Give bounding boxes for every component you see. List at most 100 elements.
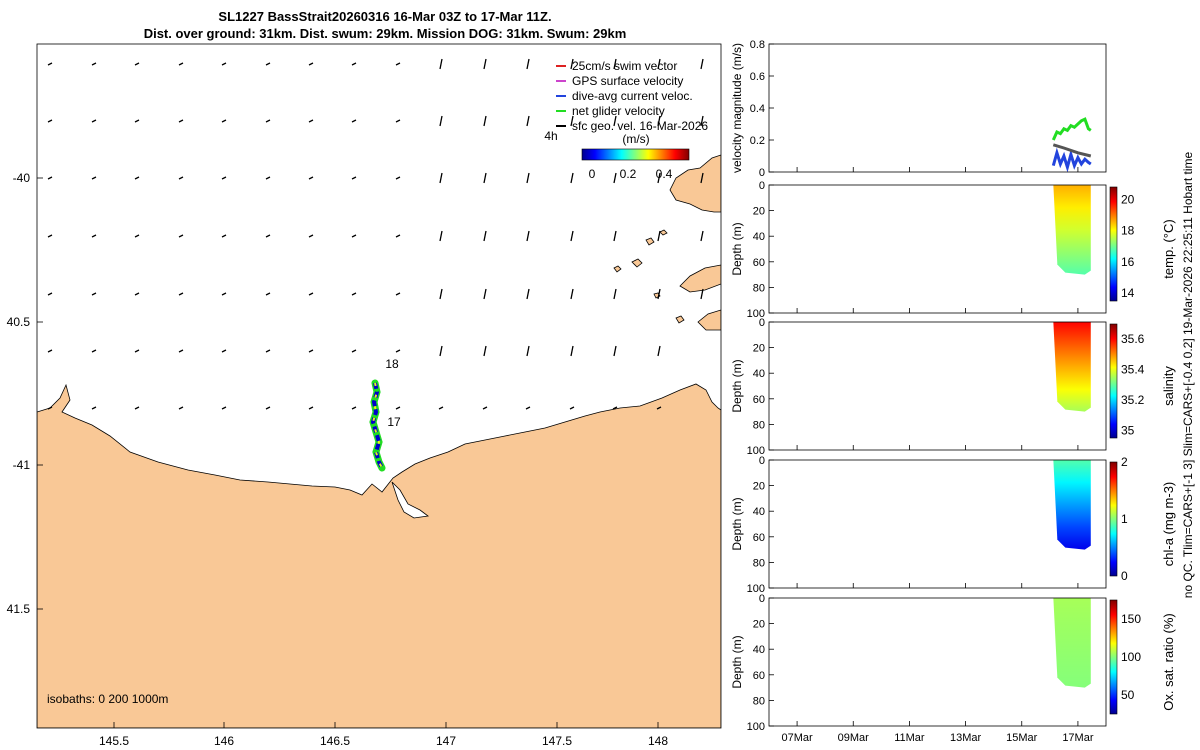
current-vector <box>613 115 617 127</box>
panel-frame <box>768 459 1107 589</box>
current-vector <box>657 172 661 184</box>
time-x-tick-label: 11Mar <box>894 732 925 744</box>
current-vector <box>439 58 443 70</box>
current-vector <box>570 230 574 242</box>
time-x-tick-label: 07Mar <box>781 732 813 744</box>
current-vector <box>439 230 443 242</box>
time-x-tick-label: 09Mar <box>838 732 870 744</box>
colorbar-unit-label: (m/s) <box>622 132 649 146</box>
colorbar-tick-label: 35.6 <box>1121 332 1145 346</box>
legend-label: net glider velocity <box>572 104 665 118</box>
current-vector <box>700 288 704 300</box>
colorbar-tick-label: 0 <box>589 167 596 181</box>
surface-current-vectors <box>47 58 704 410</box>
current-vector <box>483 345 487 357</box>
y-tick-label: 100 <box>747 583 765 595</box>
current-vector <box>569 406 575 410</box>
current-vector <box>613 345 617 357</box>
y-tick-label: 20 <box>753 206 765 218</box>
current-vector <box>483 230 487 242</box>
title-line-2: Dist. over ground: 31km. Dist. swum: 29k… <box>143 26 627 41</box>
current-vector <box>570 345 574 357</box>
map-y-tick-label: 40.5 <box>7 315 31 329</box>
current-vector <box>265 349 271 353</box>
current-vector <box>178 349 184 353</box>
current-vector <box>308 119 314 123</box>
map-x-tick-label: 146 <box>214 734 234 748</box>
current-vector <box>657 58 661 70</box>
current-vector <box>570 288 574 300</box>
current-vector <box>134 119 140 123</box>
current-vector <box>351 349 357 353</box>
y-tick-label: 80 <box>753 695 765 707</box>
current-vector <box>526 115 530 127</box>
colorbar-label: salinity <box>1161 366 1176 406</box>
current-vector <box>91 234 97 238</box>
current-vector <box>613 172 617 184</box>
current-vector <box>351 119 357 123</box>
series-line <box>1051 117 1092 141</box>
y-tick-label: 60 <box>753 257 765 269</box>
current-vector <box>265 119 271 123</box>
y-axis-label: Depth (m) <box>730 497 744 550</box>
current-vector <box>395 406 401 410</box>
colorbar-tick-label: 100 <box>1121 650 1141 664</box>
y-tick-label: 20 <box>753 343 765 355</box>
current-vector <box>47 176 53 180</box>
colorbar-tick-label: 0.4 <box>656 167 673 181</box>
age-label: 4h <box>544 129 557 143</box>
speed-colorbar <box>581 148 690 161</box>
current-vector <box>657 115 661 127</box>
current-vector <box>134 62 140 66</box>
profile-panel: 0 20 40 60 80 100 Depth (m) 20 18 16 14 temp. (°C) <box>730 180 1176 320</box>
time-x-tick-label: 15Mar <box>1006 732 1038 744</box>
current-vector <box>483 115 487 127</box>
current-vector <box>439 115 443 127</box>
current-vector <box>91 406 97 410</box>
map-x-tick-label: 147.5 <box>542 734 572 748</box>
series-line <box>1051 147 1092 173</box>
current-vector <box>308 62 314 66</box>
current-vector <box>700 172 704 184</box>
current-vector <box>483 172 487 184</box>
small-islets <box>613 229 685 324</box>
profile-colorbar <box>1109 323 1118 439</box>
y-tick-label: 80 <box>753 282 765 294</box>
y-axis-label: velocity magnitude (m/s) <box>730 43 744 173</box>
current-vector <box>483 288 487 300</box>
current-vector <box>613 288 617 300</box>
colorbar-tick-label: 150 <box>1121 612 1141 626</box>
profile-colorbar <box>1109 186 1118 302</box>
current-vector <box>221 119 227 123</box>
y-tick-label: 40 <box>753 368 765 380</box>
colorbar-tick-label: 50 <box>1121 688 1135 702</box>
current-vector <box>613 230 617 242</box>
flinders-island <box>669 154 721 213</box>
current-vector <box>221 292 227 296</box>
current-vector <box>351 292 357 296</box>
y-tick-label: 60 <box>753 532 765 544</box>
profile-data-block <box>1053 322 1091 412</box>
current-vector <box>395 234 401 238</box>
y-tick-label: 0 <box>759 180 765 192</box>
current-vector <box>47 234 53 238</box>
y-tick-label: 0 <box>759 593 765 605</box>
current-vector <box>351 406 357 410</box>
y-tick-label: 100 <box>747 308 765 320</box>
y-tick-label: 20 <box>753 481 765 493</box>
cape-barren-island <box>679 264 721 293</box>
day-label-17: 17 <box>387 415 401 429</box>
y-tick-label: 40 <box>753 231 765 243</box>
current-vector <box>134 349 140 353</box>
map-frame <box>36 43 722 729</box>
current-vector <box>657 345 661 357</box>
profile-data-block <box>1053 598 1091 688</box>
current-vector <box>308 176 314 180</box>
y-tick-label: 40 <box>753 506 765 518</box>
current-vector <box>526 288 530 300</box>
map-x-tick-label: 145.5 <box>99 734 129 748</box>
y-tick-label: 0 <box>759 317 765 329</box>
current-vector <box>483 58 487 70</box>
current-vector <box>178 406 184 410</box>
current-vector <box>525 406 531 410</box>
